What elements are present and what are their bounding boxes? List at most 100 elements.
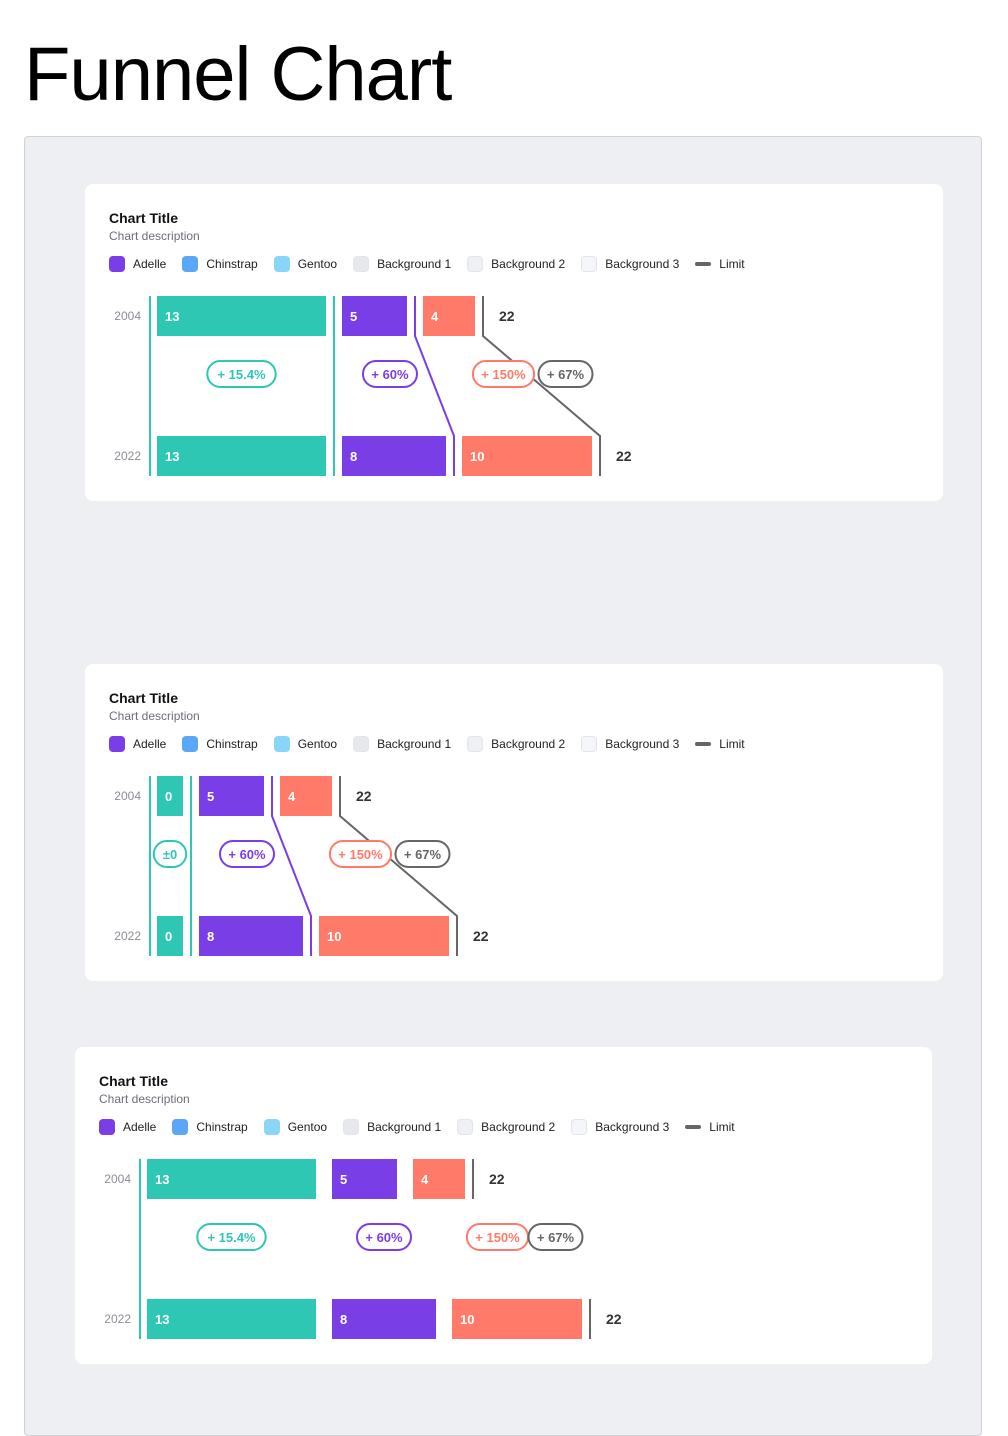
legend-label: Background 1	[367, 1120, 442, 1134]
chart-title: Chart Title	[109, 690, 178, 706]
legend-item-gentoo[interactable]: Gentoo	[273, 736, 337, 752]
bar-teal-2022	[157, 436, 326, 476]
bar-salmon-2004	[280, 776, 332, 816]
bar-salmon-2004	[413, 1159, 465, 1199]
legend-item-background-2[interactable]: Background 2	[467, 256, 565, 272]
legend-item-background-1[interactable]: Background 1	[353, 256, 451, 272]
category-label: 2022	[114, 449, 141, 463]
bar-value-label: 10	[460, 1312, 474, 1327]
bar-value-label: 0	[165, 929, 172, 944]
total-label: 22	[606, 1311, 622, 1327]
legend-label: Limit	[719, 257, 745, 271]
bar-salmon-2004	[423, 296, 475, 336]
legend-item-adelle[interactable]: Adelle	[109, 256, 166, 272]
legend-item-background-2[interactable]: Background 2	[457, 1119, 555, 1135]
bar-value-label: 5	[207, 789, 214, 804]
legend-swatch-icon	[109, 736, 125, 752]
page-title: Funnel Chart	[24, 32, 452, 117]
legend-label: Adelle	[133, 737, 167, 751]
change-pill-label: + 67%	[404, 847, 442, 862]
bar-purple-2022	[342, 436, 446, 476]
change-pill-label: + 15.4%	[217, 367, 266, 382]
bar-value-label: 13	[165, 309, 179, 324]
change-pill: + 15.4%	[196, 1223, 267, 1251]
change-pill-label: + 15.4%	[207, 1230, 256, 1245]
change-pill-label: ±0	[163, 847, 177, 862]
legend-item-background-2[interactable]: Background 2	[467, 736, 565, 752]
legend-label: Background 3	[605, 257, 680, 271]
change-pill-outline	[152, 840, 188, 868]
legend-item-background-1[interactable]: Background 1	[343, 1119, 441, 1135]
change-pill-label: + 60%	[228, 847, 266, 862]
legend-item-adelle[interactable]: Adelle	[99, 1119, 156, 1135]
legend-item-chinstrap[interactable]: Chinstrap	[182, 736, 258, 752]
legend-label: Background 3	[595, 1120, 670, 1134]
change-pill-outline	[537, 360, 594, 388]
chart-card-3: Chart Title Chart description Adelle Chin…	[75, 1047, 932, 1364]
legend-item-background-1[interactable]: Background 1	[353, 736, 451, 752]
legend-label: Chinstrap	[196, 1120, 248, 1134]
legend-swatch-icon	[457, 1119, 474, 1135]
bar-value-label: 13	[165, 449, 179, 464]
legend-swatch-icon	[467, 256, 484, 272]
legend-item-limit[interactable]: Limit	[695, 257, 745, 271]
bar-value-label: 0	[165, 789, 172, 804]
change-pill: ±0	[152, 840, 188, 868]
legend-item-background-3[interactable]: Background 3	[581, 736, 679, 752]
chart-card-2: Chart Title Chart description Adelle Chin…	[85, 664, 943, 981]
legend-label: Background 1	[377, 737, 452, 751]
legend-item-limit[interactable]: Limit	[685, 1120, 735, 1134]
change-pill-outline	[219, 840, 275, 868]
change-pill-label: + 60%	[371, 367, 409, 382]
legend-label: Background 1	[377, 257, 452, 271]
change-pill-outline	[527, 1223, 584, 1251]
legend-item-chinstrap[interactable]: Chinstrap	[172, 1119, 248, 1135]
legend-item-background-3[interactable]: Background 3	[571, 1119, 669, 1135]
legend-label: Limit	[719, 737, 745, 751]
legend-swatch-icon	[353, 256, 370, 272]
legend-label: Limit	[709, 1120, 735, 1134]
legend-label: Chinstrap	[206, 257, 258, 271]
bar-value-label: 4	[421, 1172, 429, 1187]
legend-swatch-icon	[99, 1119, 115, 1135]
legend-item-limit[interactable]: Limit	[695, 737, 745, 751]
legend-label: Background 2	[491, 737, 566, 751]
change-pill-outline	[206, 360, 277, 388]
legend-item-gentoo[interactable]: Gentoo	[263, 1119, 328, 1135]
bar-teal-2022	[157, 916, 183, 956]
category-label: 2004	[114, 309, 141, 323]
bar-purple-2022	[332, 1299, 436, 1339]
legend-swatch-icon	[172, 1119, 189, 1135]
legend-label: Adelle	[133, 257, 167, 271]
total-label: 22	[356, 788, 372, 804]
change-pill: + 15.4%	[206, 360, 277, 388]
change-pill: + 150%	[328, 840, 393, 868]
bar-teal-2004	[147, 1159, 316, 1199]
bar-value-label: 5	[340, 1172, 347, 1187]
change-pill-label: + 60%	[365, 1230, 403, 1245]
legend-label: Chinstrap	[206, 737, 258, 751]
bar-value-label: 4	[431, 309, 439, 324]
legend-label: Gentoo	[287, 1120, 328, 1134]
legend-line-icon	[695, 262, 712, 266]
legend-item-gentoo[interactable]: Gentoo	[273, 256, 337, 272]
legend-item-chinstrap[interactable]: Chinstrap	[182, 256, 258, 272]
funnel-chart-2: 2004 2022 0 5 4 22 0 8 10 22 ±0 + 60% + 150% + 67%	[114, 776, 489, 956]
change-pill: + 150%	[465, 1223, 530, 1251]
change-pill: + 150%	[471, 360, 536, 388]
total-label: 22	[499, 308, 515, 324]
legend-swatch-icon	[353, 736, 370, 752]
total-label: 22	[473, 928, 489, 944]
legend-item-adelle[interactable]: Adelle	[109, 736, 166, 752]
change-pill-label: + 67%	[537, 1230, 575, 1245]
chart-title: Chart Title	[109, 210, 178, 226]
category-label: 2022	[114, 929, 141, 943]
bar-purple-2004	[199, 776, 264, 816]
change-pill: + 60%	[356, 1223, 412, 1251]
change-pill-outline	[328, 840, 393, 868]
bar-salmon-2022	[319, 916, 449, 956]
chart-card-1: Chart Title Chart description Adelle Chin…	[85, 184, 943, 501]
limit-connector-line	[339, 776, 458, 956]
legend-item-background-3[interactable]: Background 3	[581, 256, 679, 272]
legend-swatch-icon	[273, 736, 290, 752]
